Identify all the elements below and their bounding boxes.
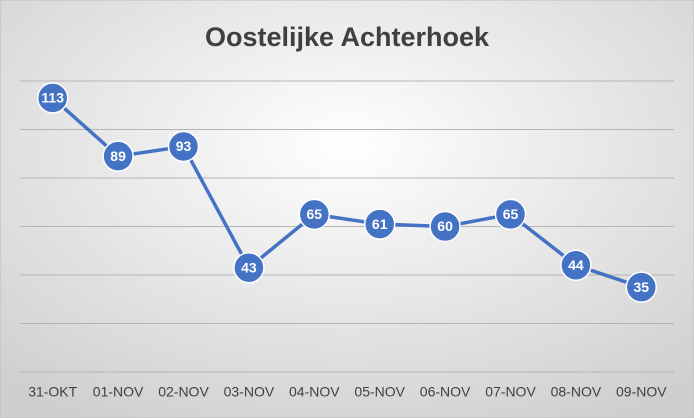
data-label: 93 — [176, 138, 192, 154]
data-label: 65 — [503, 206, 519, 222]
data-point — [560, 249, 592, 282]
data-label: 89 — [110, 148, 126, 164]
x-tick-label: 04-NOV — [289, 384, 340, 400]
data-label: 61 — [372, 216, 388, 232]
data-point — [233, 251, 265, 284]
data-point — [625, 271, 658, 303]
data-label: 44 — [568, 257, 584, 273]
x-tick-label: 09-NOV — [616, 384, 667, 400]
x-tick-label: 01-NOV — [93, 384, 144, 400]
x-tick-label: 02-NOV — [158, 384, 209, 400]
data-point — [102, 140, 134, 172]
data-point — [36, 82, 69, 114]
data-label: 113 — [41, 90, 64, 106]
data-point — [167, 130, 200, 163]
data-label: 65 — [307, 206, 323, 222]
x-tick-label: 06-NOV — [420, 384, 471, 400]
chart-title: Oostelijke Achterhoek — [205, 22, 490, 52]
x-tick-label: 08-NOV — [551, 384, 602, 400]
data-point — [429, 210, 461, 243]
data-point — [494, 198, 527, 231]
data-point — [363, 208, 396, 240]
series-line — [51, 96, 642, 289]
data-label: 43 — [241, 259, 257, 275]
x-tick-label: 31-OKT — [28, 384, 77, 400]
data-point — [298, 198, 331, 231]
data-label: 60 — [437, 218, 453, 234]
x-tick-label: 03-NOV — [224, 384, 275, 400]
x-tick-label: 05-NOV — [354, 384, 405, 400]
x-tick-label: 07-NOV — [485, 384, 536, 400]
data-label: 35 — [634, 279, 650, 295]
